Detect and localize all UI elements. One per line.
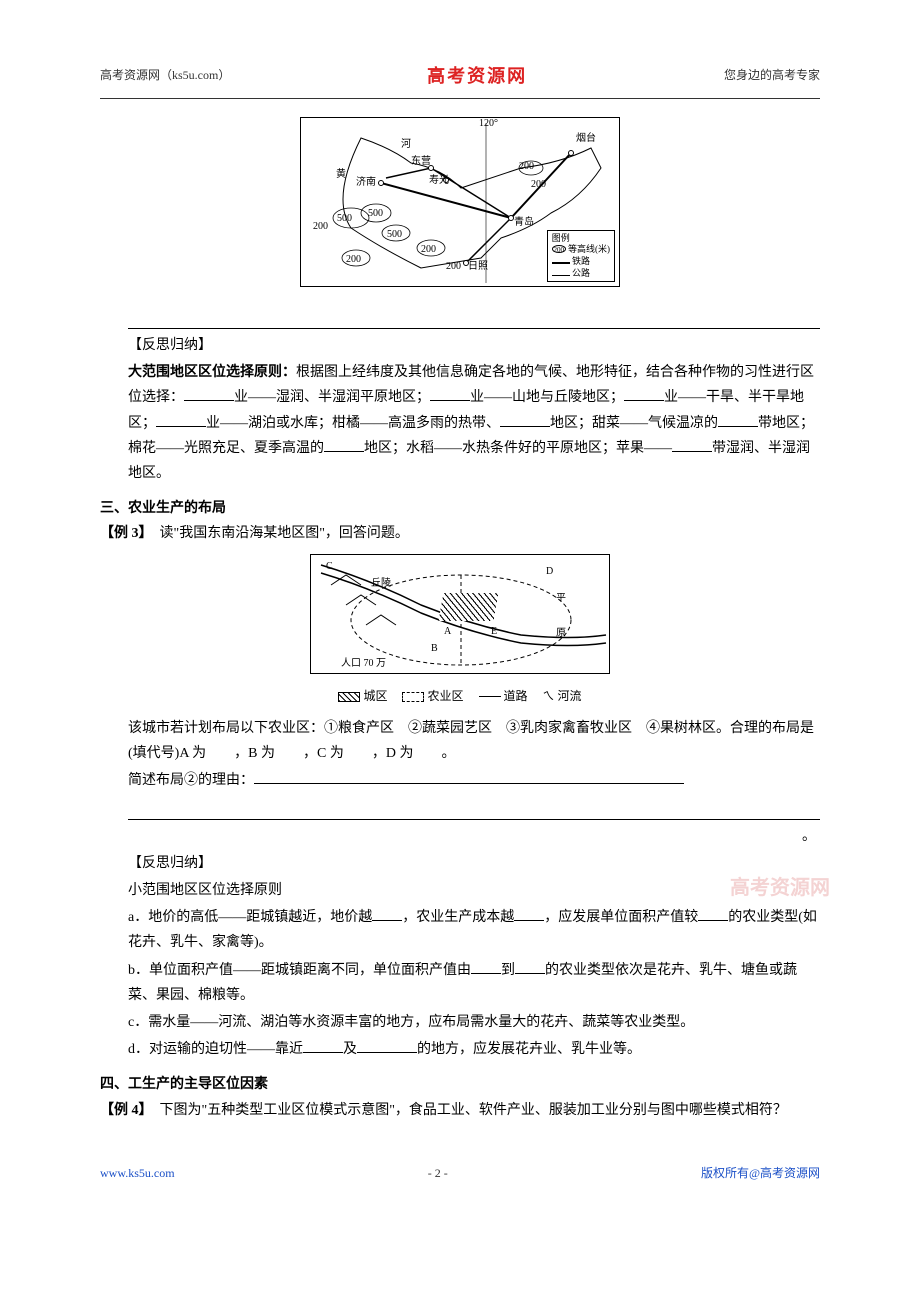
- blank-3[interactable]: [624, 387, 664, 401]
- lbl-500a: 500: [337, 210, 352, 228]
- q3-text1: 该城市若计划布局以下农业区：①粮食产区 ②蔬菜园艺区 ③乳肉家禽畜牧业区 ④果树…: [128, 716, 820, 766]
- answer-line-1: [128, 307, 820, 329]
- page-footer: www.ks5u.com - 2 - 版权所有@高考资源网: [100, 1163, 820, 1185]
- blank-1[interactable]: [184, 387, 234, 401]
- lbl-B: B: [431, 640, 438, 658]
- blank-b2[interactable]: [515, 960, 545, 974]
- example-3: 【例 3】 读"我国东南沿海某地区图"，回答问题。: [100, 521, 820, 546]
- blank-5[interactable]: [500, 413, 550, 427]
- footer-page: - 2 -: [428, 1163, 448, 1185]
- blank-b1[interactable]: [471, 960, 501, 974]
- lbl-200c: 200: [446, 258, 461, 276]
- lbl-qingdao: 青岛: [514, 214, 534, 232]
- shandong-map-wrap: 120° 烟台 黄 河 东营 济南 寿光 青岛 日照 500 500 500 2…: [100, 117, 820, 296]
- blank-6[interactable]: [718, 413, 758, 427]
- lbl-jinan: 济南: [356, 174, 376, 192]
- city-hatch: [439, 593, 499, 621]
- lbl-dongying: 东营: [411, 153, 431, 171]
- page-header: 高考资源网（ks5u.com） 高考资源网 您身边的高考专家: [100, 60, 820, 99]
- period: 。: [100, 824, 816, 849]
- blank-reason-2[interactable]: [128, 797, 820, 819]
- section-3-title: 三、农业生产的布局: [100, 496, 820, 521]
- blank-8[interactable]: [672, 438, 712, 452]
- lbl-200e: 200: [531, 176, 546, 194]
- blank-7[interactable]: [324, 438, 364, 452]
- q3-text2: 简述布局②的理由：: [128, 768, 820, 793]
- lbl-yantai: 烟台: [576, 130, 596, 148]
- lbl-500b: 500: [368, 205, 383, 223]
- reflection1-title: 【反思归纳】: [128, 333, 820, 358]
- blank-d1[interactable]: [303, 1039, 343, 1053]
- legend-rail: 铁路: [552, 256, 610, 268]
- legend-title: 图例: [552, 233, 610, 245]
- coastal-diagram: C D 丘陵 平 原 A B E 人口 70 万: [310, 554, 610, 674]
- blank-4[interactable]: [156, 413, 206, 427]
- lbl-200b: 200: [346, 251, 361, 269]
- reflection2-title: 【反思归纳】: [128, 851, 820, 876]
- example-4: 【例 4】 下图为"五种类型工业区位模式示意图"，食品工业、软件产业、服装加工业…: [100, 1098, 820, 1123]
- legend-river-icon: ㄟ: [543, 686, 555, 708]
- lbl-rizhao: 日照: [468, 258, 488, 276]
- r2-a: a．地价的高低——距城镇越近，地价越，农业生产成本越，应发展单位面积产值较的农业…: [128, 905, 820, 955]
- section-4-title: 四、工生产的主导区位因素: [100, 1072, 820, 1097]
- lbl-pop: 人口 70 万: [341, 655, 386, 673]
- lbl-200d: 200: [519, 158, 534, 176]
- legend-agri-icon: [402, 692, 424, 702]
- diagram-wrap: C D 丘陵 平 原 A B E 人口 70 万 城区 农业区 道路 ㄟ 河流: [100, 554, 820, 707]
- blank-a3[interactable]: [698, 907, 728, 921]
- lbl-E: E: [491, 623, 497, 641]
- legend-city-icon: [338, 692, 360, 702]
- lbl-longitude: 120°: [479, 115, 498, 133]
- lbl-A: A: [444, 623, 451, 641]
- footer-url: www.ks5u.com: [100, 1163, 175, 1185]
- header-center-logo: 高考资源网: [427, 60, 527, 92]
- lbl-ping: 平: [556, 590, 566, 608]
- r1-bold: 大范围地区区位选择原则：: [128, 365, 296, 380]
- footer-copyright: 版权所有@高考资源网: [701, 1163, 820, 1185]
- lbl-200a: 200: [421, 241, 436, 259]
- blank-d2[interactable]: [357, 1039, 417, 1053]
- lbl-500c: 500: [387, 226, 402, 244]
- diagram-legend: 城区 农业区 道路 ㄟ 河流: [100, 686, 820, 708]
- r2-d: d．对运输的迫切性——靠近及的地方，应发展花卉业、乳牛业等。: [128, 1037, 820, 1062]
- legend-contour: 200 等高线(米): [552, 244, 610, 256]
- legend-road-icon: [479, 696, 501, 697]
- lbl-200f: 200: [313, 218, 328, 236]
- blank-reason-1[interactable]: [254, 770, 684, 784]
- reflection2-subtitle: 小范围地区区位选择原则 高考资源网: [128, 878, 820, 903]
- lbl-huang: 黄: [336, 166, 346, 184]
- lbl-shouguang: 寿光: [429, 172, 449, 190]
- shandong-map: 120° 烟台 黄 河 东营 济南 寿光 青岛 日照 500 500 500 2…: [300, 117, 620, 287]
- lbl-D: D: [546, 563, 553, 581]
- r2-c: c．需水量——河流、湖泊等水资源丰富的地方，应布局需水量大的花卉、蔬菜等农业类型…: [128, 1010, 820, 1035]
- lbl-yuan: 原: [556, 625, 566, 643]
- header-right: 您身边的高考专家: [724, 65, 820, 87]
- lbl-C: C: [326, 558, 333, 576]
- blank-a2[interactable]: [514, 907, 544, 921]
- blank-2[interactable]: [430, 387, 470, 401]
- header-left: 高考资源网（ks5u.com）: [100, 65, 230, 87]
- r2-b: b．单位面积产值——距城镇距离不同，单位面积产值由到的农业类型依次是花卉、乳牛、…: [128, 958, 820, 1008]
- lbl-he: 河: [401, 136, 411, 154]
- blank-a1[interactable]: [372, 907, 402, 921]
- lbl-qiuling: 丘陵: [371, 575, 391, 593]
- legend-road: 公路: [552, 268, 610, 280]
- reflection1-body: 大范围地区区位选择原则：根据图上经纬度及其他信息确定各地的气候、地形特征，结合各…: [128, 360, 820, 486]
- map-legend: 图例 200 等高线(米) 铁路 公路: [547, 230, 615, 283]
